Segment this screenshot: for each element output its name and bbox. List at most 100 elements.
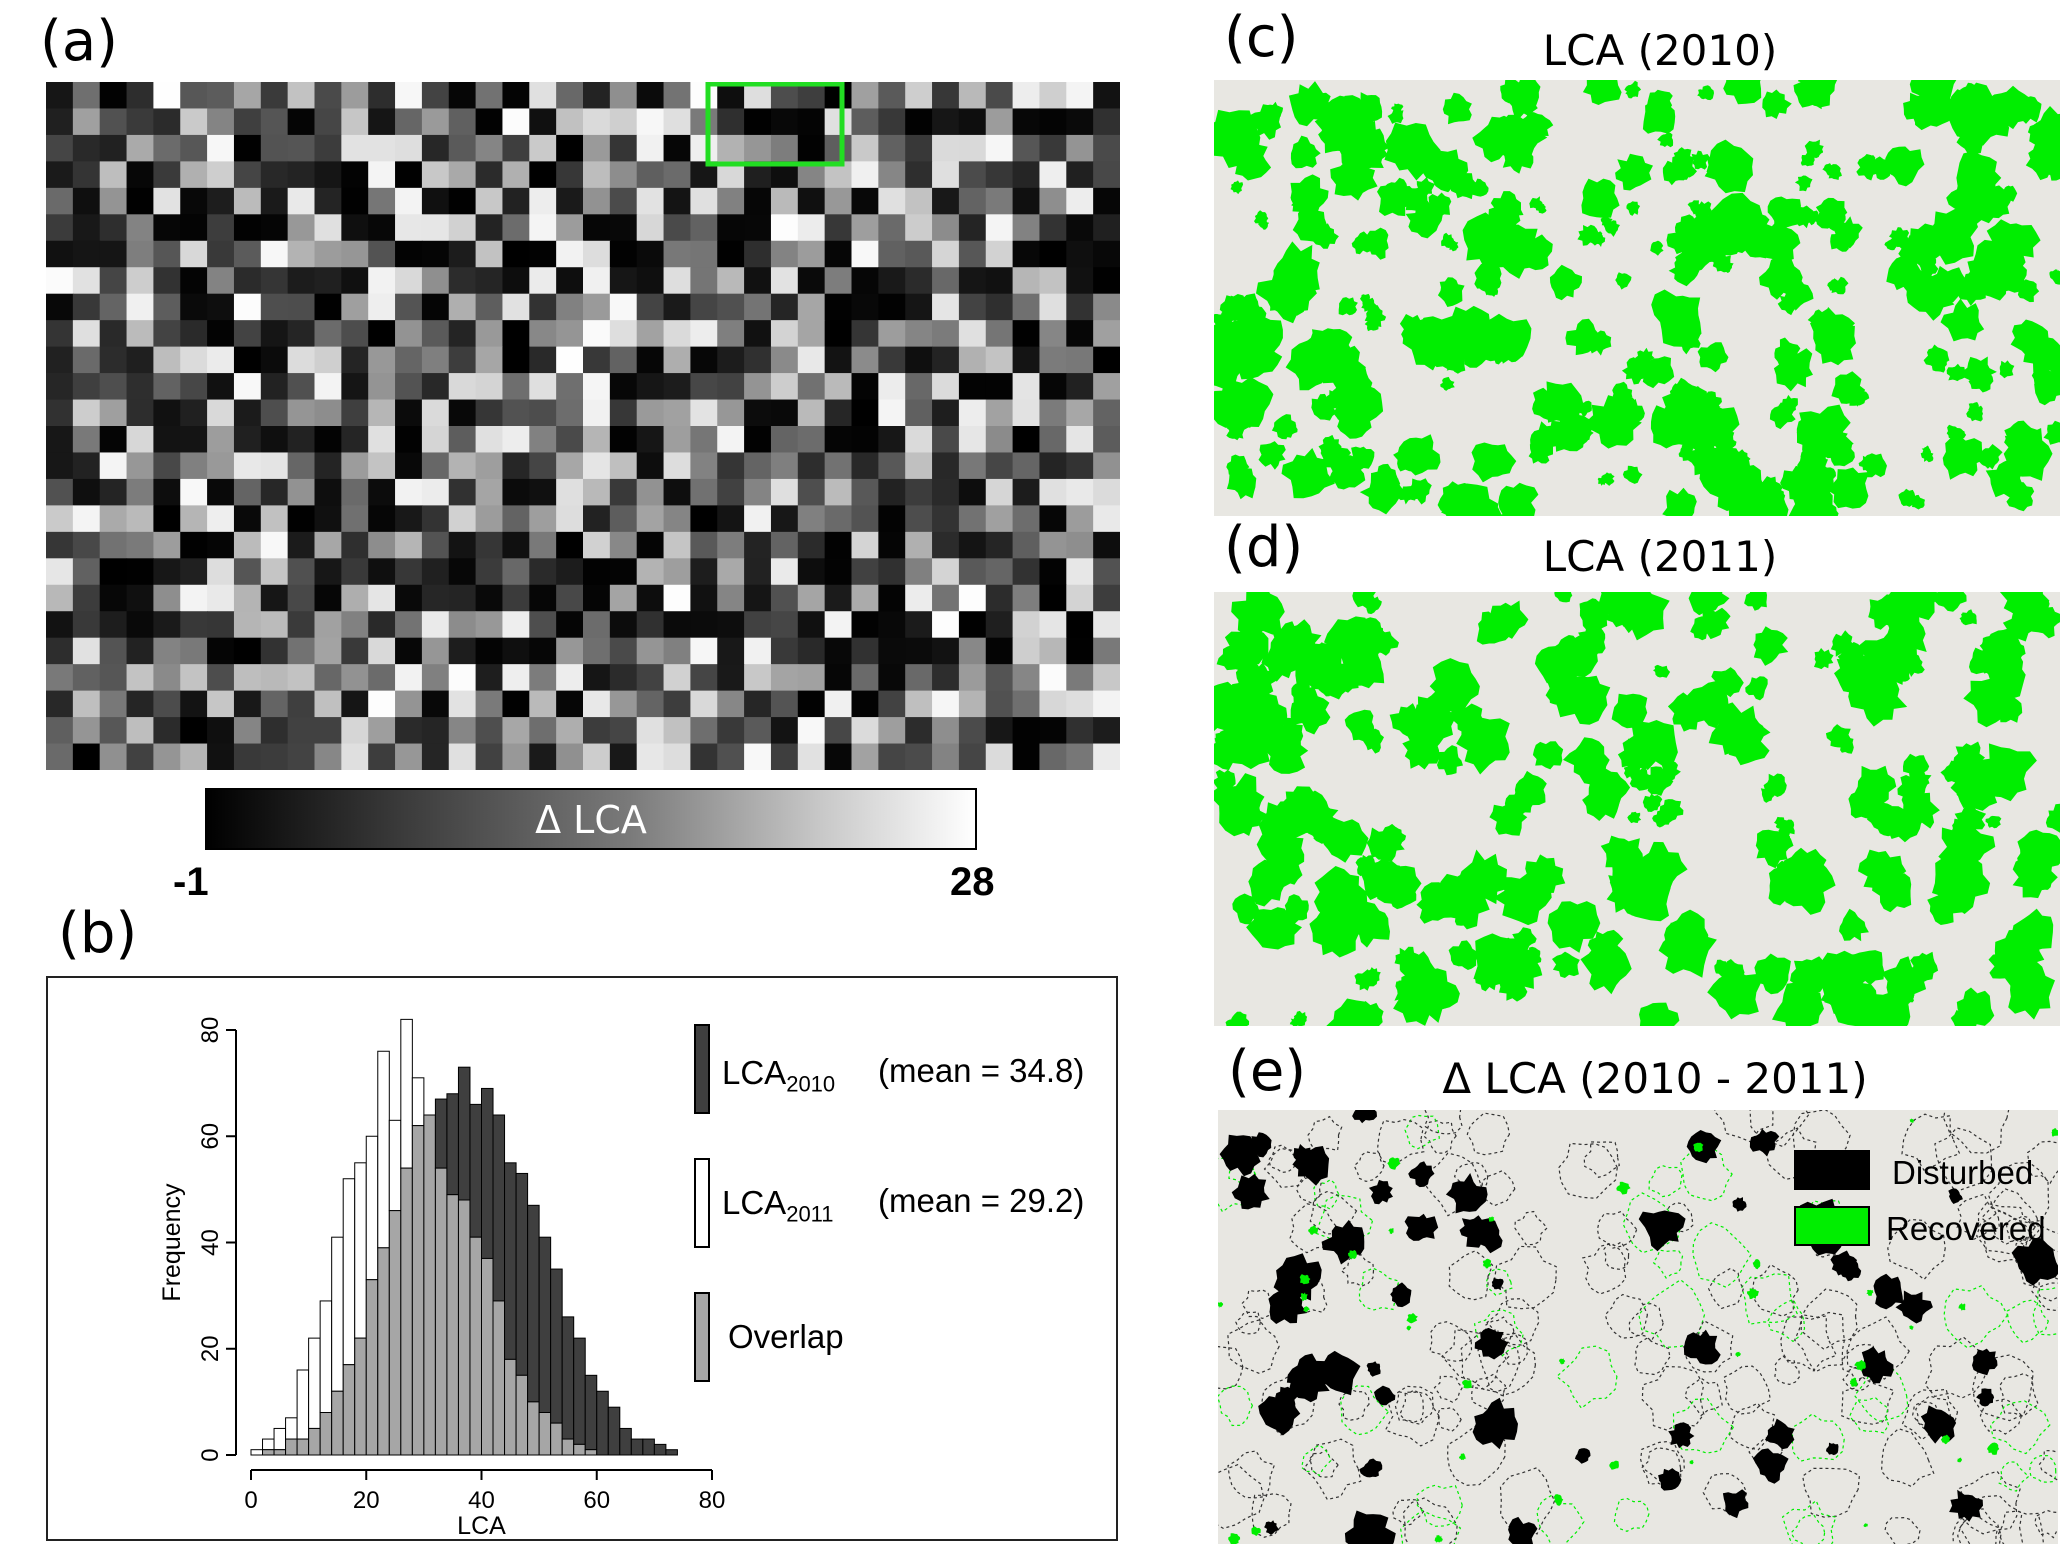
- grid-cell: [556, 240, 584, 268]
- canopy-patch: [1808, 448, 1826, 467]
- grid-cell: [502, 320, 530, 348]
- grid-cell: [878, 426, 906, 454]
- grid-cell: [824, 320, 853, 348]
- grid-cell: [797, 505, 826, 533]
- canopy-patch: [1437, 745, 1463, 776]
- canopy-patch: [1675, 326, 1701, 355]
- lca-2010-map: [1214, 80, 2060, 516]
- disturbed-patch: [1374, 1385, 1396, 1406]
- canopy-patch: [1707, 971, 1761, 1020]
- canopy-patch: [1500, 80, 1525, 104]
- grid-cell: [260, 478, 289, 506]
- canopy-patch: [1226, 398, 1260, 432]
- grid-cell: [878, 82, 906, 110]
- grid-cell: [529, 478, 557, 506]
- grid-cell: [1012, 214, 1041, 242]
- grid-cell: [905, 664, 933, 692]
- grid-cell: [663, 240, 691, 268]
- grid-cell: [717, 452, 745, 480]
- y-tick-label: 40: [197, 1229, 224, 1256]
- grid-cell: [770, 346, 799, 374]
- grid-cell: [717, 108, 745, 136]
- grid-cell: [905, 82, 933, 110]
- canopy-patch: [2023, 332, 2060, 374]
- grid-cell: [851, 373, 879, 401]
- grid-cell: [744, 717, 772, 745]
- grid-cell: [851, 452, 879, 480]
- grid-cell: [1012, 134, 1041, 162]
- bar-lca2011: [354, 1162, 367, 1339]
- grid-cell: [1093, 426, 1120, 454]
- bar-overlap: [377, 1247, 390, 1456]
- grid-cell: [341, 320, 369, 348]
- grid-cell: [1093, 187, 1120, 215]
- grid-cell: [958, 346, 987, 374]
- grid-cell: [475, 373, 504, 401]
- grid-cell: [905, 320, 933, 348]
- grid-cell: [260, 373, 289, 401]
- map-background: [1218, 1110, 2058, 1544]
- canopy-patch: [1706, 148, 1740, 184]
- grid-cell: [260, 584, 289, 612]
- grid-cell: [448, 611, 477, 639]
- grid-cell: [824, 373, 853, 401]
- outline-patch: [1880, 1428, 1935, 1488]
- canopy-patch: [1953, 428, 1967, 441]
- grid-cell: [905, 611, 933, 639]
- canopy-patch: [1265, 728, 1309, 774]
- disturbed-patch: [1408, 1161, 1435, 1188]
- grid-cell: [314, 558, 342, 586]
- grid-cell: [663, 320, 691, 348]
- grid-cell: [395, 426, 423, 454]
- canopy-patch: [1691, 150, 1710, 170]
- bar-overlap: [273, 1449, 287, 1456]
- grid-cell: [529, 717, 557, 745]
- grid-cell: [583, 267, 611, 295]
- grid-cell: [260, 82, 289, 110]
- outline-patch: [1841, 1343, 1877, 1382]
- grid-cell: [824, 187, 853, 215]
- grid-cell: [72, 426, 101, 454]
- grid-cell: [421, 611, 450, 639]
- grid-cell: [529, 426, 557, 454]
- grid-cell: [126, 267, 154, 295]
- grid-cell: [1066, 478, 1094, 506]
- grid-cell: [395, 187, 423, 215]
- grid-cell: [341, 558, 369, 586]
- grid-cell: [717, 82, 745, 110]
- grid-cell: [958, 452, 987, 480]
- x-tick-label: 80: [699, 1487, 726, 1514]
- grid-cell: [1066, 346, 1094, 374]
- recovered-patch: [1406, 1325, 1412, 1331]
- grid-cell: [260, 108, 289, 136]
- grid-cell: [341, 637, 369, 665]
- grid-cell: [824, 531, 853, 559]
- grid-cell: [314, 346, 342, 374]
- canopy-patch: [1825, 467, 1870, 509]
- grid-cell: [99, 584, 128, 612]
- grid-cell: [207, 134, 235, 162]
- outline-patch: [1399, 1391, 1435, 1425]
- grid-cell: [368, 267, 396, 295]
- bar-lca2010: [469, 1103, 483, 1238]
- grid-cell: [529, 240, 557, 268]
- grid-cell: [958, 690, 987, 718]
- grid-cell: [1039, 478, 1067, 506]
- grid-cell: [744, 452, 772, 480]
- grid-cell: [233, 267, 262, 295]
- grid-cell: [72, 611, 101, 639]
- disturbed-patch: [1920, 1405, 1957, 1444]
- grid-cell: [341, 267, 369, 295]
- canopy-patch: [1580, 945, 1632, 995]
- grid-cell: [502, 399, 530, 427]
- grid-cell: [46, 82, 74, 110]
- grid-cell: [502, 505, 530, 533]
- grid-cell: [233, 134, 262, 162]
- canopy-patch: [1471, 442, 1517, 483]
- canopy-patch: [1678, 391, 1716, 430]
- canopy-patch: [1414, 177, 1436, 199]
- grid-cell: [395, 690, 423, 718]
- grid-cell: [502, 82, 530, 110]
- grid-cell: [475, 584, 504, 612]
- grid-cell: [690, 690, 718, 718]
